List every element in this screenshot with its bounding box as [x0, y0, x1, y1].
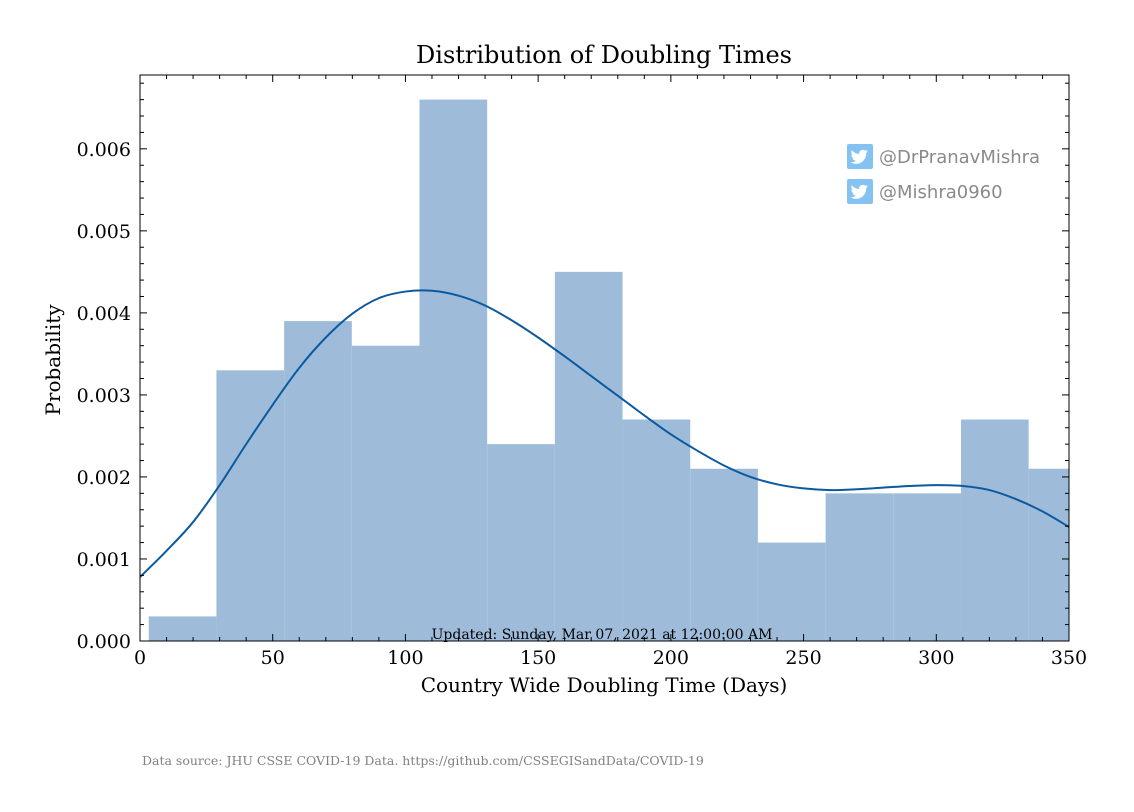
data-source-note: Data source: JHU CSSE COVID-19 Data. htt… [142, 753, 704, 768]
x-tick-label: 100 [387, 647, 423, 669]
histogram-bar [351, 345, 420, 641]
histogram-bar [757, 542, 826, 641]
x-tick-label: 50 [261, 647, 285, 669]
y-tick-label: 0.003 [77, 385, 131, 407]
histogram-bar [487, 444, 555, 641]
x-tick-label: 300 [918, 647, 954, 669]
y-tick-label: 0.001 [77, 549, 131, 571]
legend: @DrPranavMishra @Mishra0960 [847, 144, 1040, 204]
y-tick-label: 0.004 [77, 303, 131, 325]
histogram-bar [148, 616, 217, 641]
legend-item: @Mishra0960 [847, 179, 1003, 204]
x-tick-label: 0 [134, 647, 146, 669]
histogram-bar [622, 419, 691, 641]
histogram-bar [690, 468, 758, 641]
y-axis-label: Probability [41, 304, 65, 416]
y-tick-label: 0.002 [77, 467, 131, 489]
twitter-bird-icon [847, 179, 873, 204]
histogram-bar [825, 493, 894, 641]
y-tick-label: 0.005 [77, 221, 131, 243]
y-tick-label: 0.000 [77, 631, 131, 653]
histogram-bar [960, 419, 1029, 641]
minor-ticks [140, 75, 1069, 641]
plot-frame [139, 74, 1070, 642]
histogram-bar [1028, 468, 1069, 641]
x-tick-label: 250 [785, 647, 821, 669]
y-tick-label: 0.006 [77, 139, 131, 161]
histogram-bar [419, 99, 488, 642]
chart-title: Distribution of Doubling Times [416, 41, 792, 69]
x-tick-label: 150 [520, 647, 556, 669]
x-tick-label: 350 [1051, 647, 1087, 669]
histogram-bar [216, 370, 285, 641]
updated-timestamp: Updated: Sunday, Mar 07, 2021 at 12:00:0… [432, 627, 773, 643]
kde-density-curve [139, 289, 1070, 578]
twitter-bird-icon [847, 144, 873, 169]
legend-label: @DrPranavMishra [879, 147, 1040, 168]
legend-label: @Mishra0960 [879, 182, 1003, 203]
x-tick-label: 200 [653, 647, 689, 669]
histogram-bars [148, 99, 1069, 642]
histogram-bar [554, 271, 623, 641]
legend-item: @DrPranavMishra [847, 144, 1040, 169]
x-axis-label: Country Wide Doubling Time (Days) [421, 673, 788, 697]
histogram-bar [893, 493, 961, 641]
histogram-bar [284, 321, 352, 641]
y-tick-labels: 0.000 0.001 0.002 0.003 0.004 0.005 0.006 [77, 139, 131, 653]
x-tick-labels: 0 50 100 150 200 250 300 350 [134, 647, 1087, 669]
